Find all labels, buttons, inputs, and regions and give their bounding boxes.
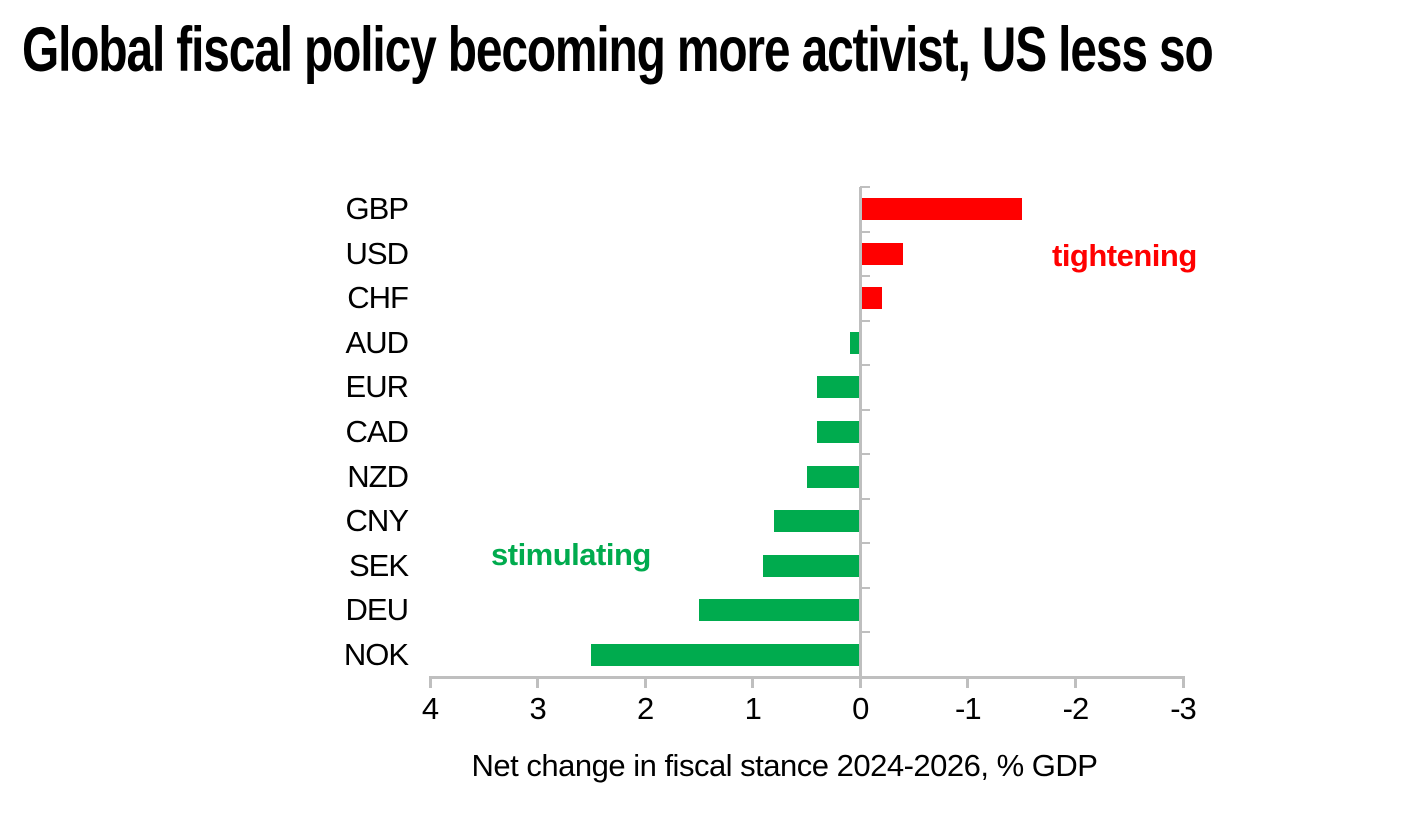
category-tick xyxy=(860,586,871,589)
category-label-gbp: GBP xyxy=(345,191,409,227)
bar-nzd xyxy=(806,465,861,488)
x-axis-line xyxy=(428,675,1185,679)
x-tick-label: 0 xyxy=(852,691,869,726)
chart-title: Global fiscal policy becoming more activ… xyxy=(22,15,1214,85)
x-tick xyxy=(643,677,647,688)
x-tick-label: 1 xyxy=(744,691,762,726)
category-label-eur: EUR xyxy=(345,369,409,405)
category-label-nzd: NZD xyxy=(347,458,409,494)
x-tick xyxy=(966,677,970,688)
stimulating-label: stimulating xyxy=(491,537,651,572)
bar-deu xyxy=(698,599,861,622)
category-label-sek: SEK xyxy=(348,547,409,583)
x-tick xyxy=(428,677,432,688)
x-axis-title: Net change in fiscal stance 2024-2026, %… xyxy=(471,748,1098,783)
bar-aud xyxy=(849,331,861,354)
x-tick xyxy=(536,677,540,688)
x-tick-label: -1 xyxy=(955,691,982,726)
category-tick xyxy=(860,230,871,233)
category-label-usd: USD xyxy=(345,235,409,271)
category-tick xyxy=(860,186,871,188)
x-tick-label: -2 xyxy=(1062,691,1090,726)
category-label-chf: CHF xyxy=(347,280,409,316)
x-tick-label: 3 xyxy=(529,691,546,726)
category-label-deu: DEU xyxy=(345,592,409,628)
category-tick xyxy=(860,364,871,367)
x-tick xyxy=(1181,677,1185,688)
bar-sek xyxy=(763,554,861,577)
bar-eur xyxy=(817,376,861,399)
x-tick-label: 2 xyxy=(637,691,654,726)
category-label-cad: CAD xyxy=(345,414,409,449)
bar-nok xyxy=(591,643,861,666)
bar-chf xyxy=(860,287,882,310)
category-label-aud: AUD xyxy=(345,324,409,360)
bar-gbp xyxy=(860,198,1022,221)
category-tick xyxy=(860,408,871,411)
category-label-cny: CNY xyxy=(345,503,409,539)
category-label-nok: NOK xyxy=(343,636,409,672)
category-tick xyxy=(860,275,871,278)
category-tick xyxy=(860,319,871,322)
x-tick-label: -3 xyxy=(1170,691,1197,726)
category-tick xyxy=(860,542,871,545)
zero-axis-line xyxy=(858,187,862,677)
category-tick xyxy=(860,497,871,500)
x-tick-label: 4 xyxy=(421,691,439,726)
x-tick xyxy=(751,677,755,688)
category-tick xyxy=(860,453,871,456)
bar-cny xyxy=(774,510,861,533)
category-tick xyxy=(860,631,871,634)
x-tick xyxy=(858,677,862,688)
x-tick xyxy=(1073,677,1077,688)
bar-usd xyxy=(860,242,904,265)
bar-cad xyxy=(817,421,861,443)
tightening-label: tightening xyxy=(1052,238,1197,273)
